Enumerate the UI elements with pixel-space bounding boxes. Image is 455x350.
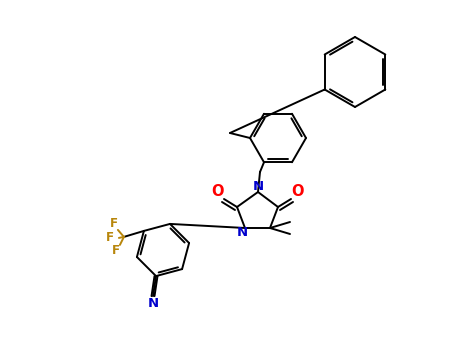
Text: F: F bbox=[106, 231, 114, 244]
Text: F: F bbox=[112, 244, 120, 257]
Text: N: N bbox=[237, 225, 248, 238]
Text: F: F bbox=[110, 217, 118, 230]
Text: O: O bbox=[292, 183, 304, 198]
Text: N: N bbox=[253, 181, 263, 194]
Text: O: O bbox=[211, 183, 223, 198]
Text: N: N bbox=[147, 296, 159, 310]
